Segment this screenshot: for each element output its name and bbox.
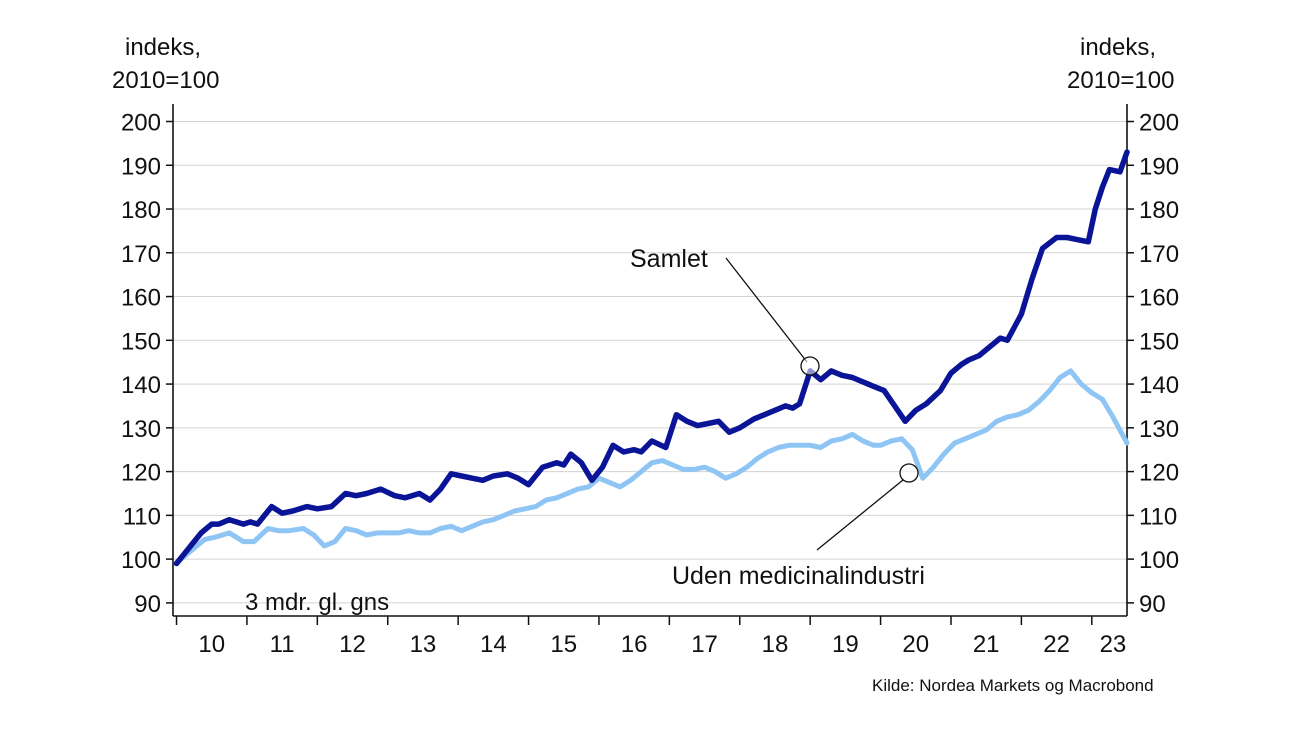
x-tick-label-12: 12 [339, 631, 366, 658]
y-right-tick-label-100: 100 [1139, 547, 1179, 574]
grid-lines [173, 121, 1127, 604]
annotation-label-uden: Uden medicinalindustri [672, 562, 925, 590]
annotation-label-samlet: Samlet [630, 245, 708, 273]
axes: 90 90 100 100 110 110 120 120 130 130 140 140 150 150… [121, 104, 1179, 658]
x-tick-label-14: 14 [480, 631, 507, 658]
x-tick-label-10: 10 [198, 631, 225, 658]
y-right-tick-label-140: 140 [1139, 372, 1179, 399]
y-left-tick-label-90: 90 [134, 591, 161, 618]
x-tick-label-18: 18 [762, 631, 789, 658]
y-left-tick-label-140: 140 [121, 372, 161, 399]
y-right-axis-title-line1: indeks, [1080, 34, 1156, 61]
x-tick-label-11: 11 [270, 631, 295, 658]
x-tick-label-20: 20 [902, 631, 929, 658]
annotation-leader-uden [816, 479, 904, 551]
x-tick-label-15: 15 [550, 631, 577, 658]
series-line-uden-medicinalindustri [174, 368, 1130, 566]
annotation-marker-samlet [800, 356, 820, 376]
x-tick-label-21: 21 [973, 631, 1000, 658]
y-right-tick-label-110: 110 [1139, 503, 1177, 530]
y-left-axis-title-line1: indeks, [125, 34, 201, 61]
y-right-tick-label-130: 130 [1139, 416, 1179, 443]
y-right-axis-title-line2: 2010=100 [1067, 67, 1174, 94]
x-tick-label-16: 16 [621, 631, 648, 658]
y-left-tick-label-190: 190 [121, 153, 161, 180]
y-left-tick-label-130: 130 [121, 416, 161, 443]
y-left-axis-title-line2: 2010=100 [112, 67, 219, 94]
x-tick-label-23: 23 [1100, 631, 1127, 658]
y-left-tick-label-160: 160 [121, 285, 161, 312]
source-note: Kilde: Nordea Markets og Macrobond [872, 676, 1154, 695]
y-left-tick-label-170: 170 [121, 241, 161, 268]
y-left-tick-label-120: 120 [121, 460, 161, 487]
x-tick-label-22: 22 [1043, 631, 1070, 658]
y-left-tick-label-100: 100 [121, 547, 161, 574]
annotation-marker-uden [899, 463, 919, 483]
y-right-tick-label-200: 200 [1139, 110, 1179, 137]
y-right-tick-label-190: 190 [1139, 153, 1179, 180]
series-line-samlet [173, 149, 1130, 567]
y-left-tick-label-150: 150 [121, 328, 161, 355]
y-left-tick-label-200: 200 [121, 110, 161, 137]
x-tick-label-17: 17 [691, 631, 718, 658]
chart-note: 3 mdr. gl. gns [245, 589, 389, 616]
y-right-tick-label-150: 150 [1139, 328, 1179, 355]
y-right-tick-label-180: 180 [1139, 197, 1179, 224]
annotation-leader-samlet [725, 257, 808, 363]
series-lines [173, 149, 1130, 567]
y-right-tick-label-90: 90 [1139, 591, 1166, 618]
y-left-tick-label-180: 180 [121, 197, 161, 224]
y-left-tick-label-110: 110 [123, 503, 161, 530]
x-tick-label-19: 19 [832, 631, 859, 658]
y-right-tick-label-120: 120 [1139, 460, 1179, 487]
annotations: Samlet Uden medicinalindustri [630, 245, 925, 590]
y-right-tick-label-160: 160 [1139, 285, 1179, 312]
y-right-tick-label-170: 170 [1139, 241, 1179, 268]
x-tick-label-13: 13 [410, 631, 437, 658]
